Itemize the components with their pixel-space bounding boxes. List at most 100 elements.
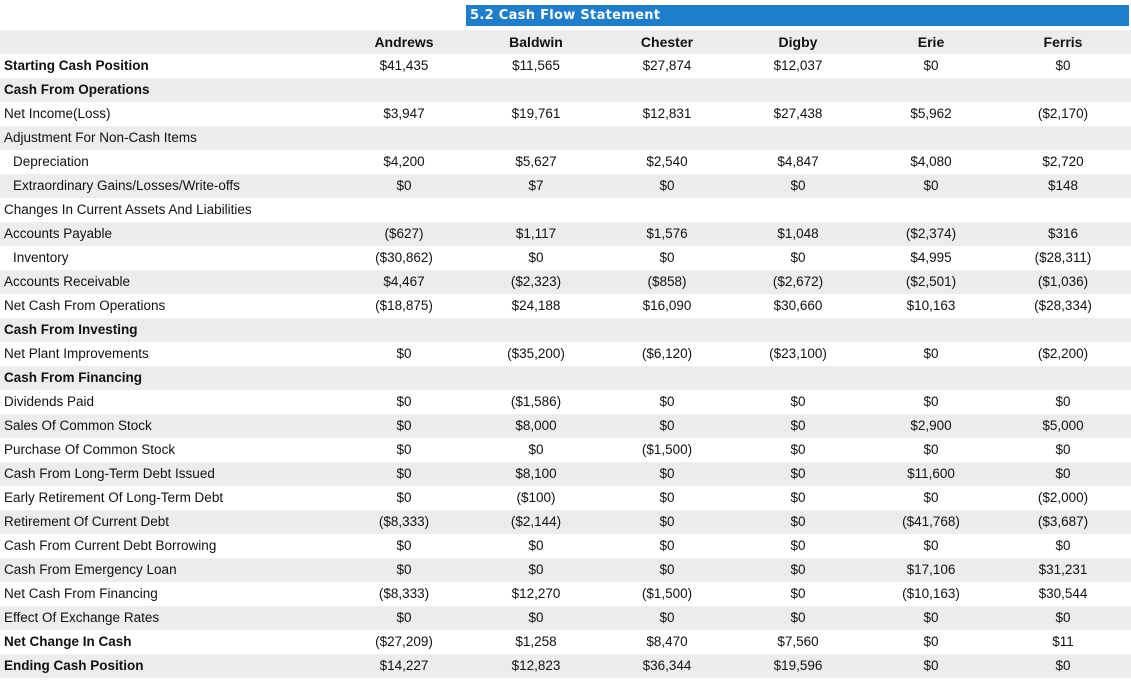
value-cell: $0	[396, 394, 412, 409]
value-cell: ($30,862)	[375, 250, 433, 265]
row-label: Ending Cash Position	[4, 658, 144, 673]
value-cell: $11,600	[907, 466, 955, 481]
value-cell: $30,544	[1038, 586, 1088, 601]
table-row: Purchase Of Common Stock $0 $0 ($1,500) $0 $0…	[0, 438, 1131, 462]
value-cell: $2,540	[646, 154, 688, 169]
table-row: Net Plant Improvements $0 ($35,200) ($6,120…	[0, 342, 1131, 366]
value-cell: ($100)	[516, 490, 556, 505]
row-label: Cash From Current Debt Borrowing	[4, 538, 217, 553]
row-label: Net Income(Loss)	[4, 106, 111, 121]
value-cell: $0	[923, 538, 939, 553]
value-cell: $19,761	[511, 106, 561, 121]
value-cell	[607, 366, 727, 390]
table-body: Starting Cash Position $41,435 $11,565 $27,…	[0, 54, 1131, 678]
row-label: Cash From Operations	[4, 82, 150, 97]
value-cell	[344, 318, 464, 342]
value-cell: $0	[790, 178, 806, 193]
value-cell	[738, 366, 858, 390]
value-cell: ($2,000)	[1037, 490, 1089, 505]
value-cell: $0	[923, 610, 939, 625]
value-cell: $4,847	[777, 154, 819, 169]
value-cell: ($2,170)	[1037, 106, 1089, 121]
value-cell	[1003, 78, 1123, 102]
table-row: Ending Cash Position $14,227 $12,823 $36,34…	[0, 654, 1131, 678]
value-cell: $8,100	[515, 466, 557, 481]
value-cell: $7,560	[777, 634, 819, 649]
value-cell	[344, 198, 464, 222]
value-cell: $41,435	[379, 58, 429, 73]
row-label: Net Change In Cash	[4, 634, 132, 649]
row-label: Changes In Current Assets And Liabilitie…	[4, 202, 252, 217]
value-cell: $0	[528, 562, 544, 577]
value-cell: $0	[528, 538, 544, 553]
row-label: Retirement Of Current Debt	[4, 514, 170, 529]
value-cell: ($8,333)	[378, 586, 430, 601]
value-cell	[344, 366, 464, 390]
table-row: Early Retirement Of Long-Term Debt $0 ($10…	[0, 486, 1131, 510]
value-cell: $24,188	[511, 298, 561, 313]
value-cell: ($2,144)	[510, 514, 562, 529]
value-cell: $11	[1052, 634, 1074, 649]
value-cell: ($35,200)	[507, 346, 565, 361]
value-cell: ($2,374)	[905, 226, 957, 241]
value-cell: $4,080	[910, 154, 952, 169]
value-cell: $0	[790, 250, 806, 265]
table-row: Retirement Of Current Debt ($8,333) ($2,14…	[0, 510, 1131, 534]
value-cell: $0	[659, 562, 675, 577]
row-label: Cash From Long-Term Debt Issued	[4, 466, 215, 481]
column-header: Digby	[778, 34, 818, 50]
value-cell: ($18,875)	[375, 298, 433, 313]
row-label: Adjustment For Non-Cash Items	[4, 130, 197, 145]
value-cell: ($27,209)	[375, 634, 433, 649]
table-row: Cash From Financing	[0, 366, 1131, 390]
value-cell: $0	[790, 562, 806, 577]
table-row: Depreciation $4,200 $5,627 $2,540 $4,847 $4,0…	[0, 150, 1131, 174]
value-cell: $0	[1055, 466, 1071, 481]
value-cell: $0	[790, 490, 806, 505]
table-row: Adjustment For Non-Cash Items	[0, 126, 1131, 150]
value-cell: $36,344	[642, 658, 692, 673]
value-cell	[871, 126, 991, 150]
value-cell: $0	[528, 250, 544, 265]
row-label: Dividends Paid	[4, 394, 95, 409]
table-row: Inventory ($30,862) $0 $0 $0 $4,995 ($28,311)	[0, 246, 1131, 270]
value-cell	[476, 198, 596, 222]
table-row: Cash From Current Debt Borrowing $0 $0 $0 $0…	[0, 534, 1131, 558]
value-cell: $14,227	[379, 658, 429, 673]
value-cell: $0	[659, 178, 675, 193]
value-cell: $10,163	[906, 298, 956, 313]
value-cell: $17,106	[906, 562, 956, 577]
row-label: Purchase Of Common Stock	[4, 442, 176, 457]
value-cell: $1,258	[515, 634, 557, 649]
value-cell: $0	[659, 418, 675, 433]
value-cell: $0	[659, 490, 675, 505]
value-cell: $0	[923, 658, 939, 673]
value-cell: $1,576	[646, 226, 688, 241]
row-label: Net Plant Improvements	[4, 346, 149, 361]
value-cell: $0	[659, 514, 675, 529]
value-cell: $1,117	[515, 226, 557, 241]
value-cell: $0	[659, 466, 675, 481]
value-cell: $8,470	[646, 634, 688, 649]
value-cell: $16,090	[642, 298, 692, 313]
cash-flow-table: Andrews Baldwin Chester Digby Erie Ferri…	[0, 30, 1131, 678]
value-cell: $0	[923, 442, 939, 457]
value-cell	[1003, 198, 1123, 222]
value-cell: $0	[1055, 442, 1071, 457]
value-cell	[871, 366, 991, 390]
value-cell: $30,660	[773, 298, 823, 313]
column-header: Ferris	[1043, 34, 1083, 50]
value-cell: $0	[1055, 394, 1071, 409]
table-row: Sales Of Common Stock $0 $8,000 $0 $0 $2,900 $…	[0, 414, 1131, 438]
value-cell: $3,947	[383, 106, 425, 121]
value-cell	[344, 78, 464, 102]
value-cell: $0	[790, 538, 806, 553]
table-row: Effect Of Exchange Rates $0 $0 $0 $0 $0 $0	[0, 606, 1131, 630]
value-cell: $2,900	[910, 418, 952, 433]
table-row: Cash From Operations	[0, 78, 1131, 102]
value-cell: ($2,501)	[905, 274, 957, 289]
row-label: Cash From Financing	[4, 370, 143, 385]
value-cell: $8,000	[515, 418, 557, 433]
value-cell	[476, 78, 596, 102]
value-cell: ($2,672)	[772, 274, 824, 289]
